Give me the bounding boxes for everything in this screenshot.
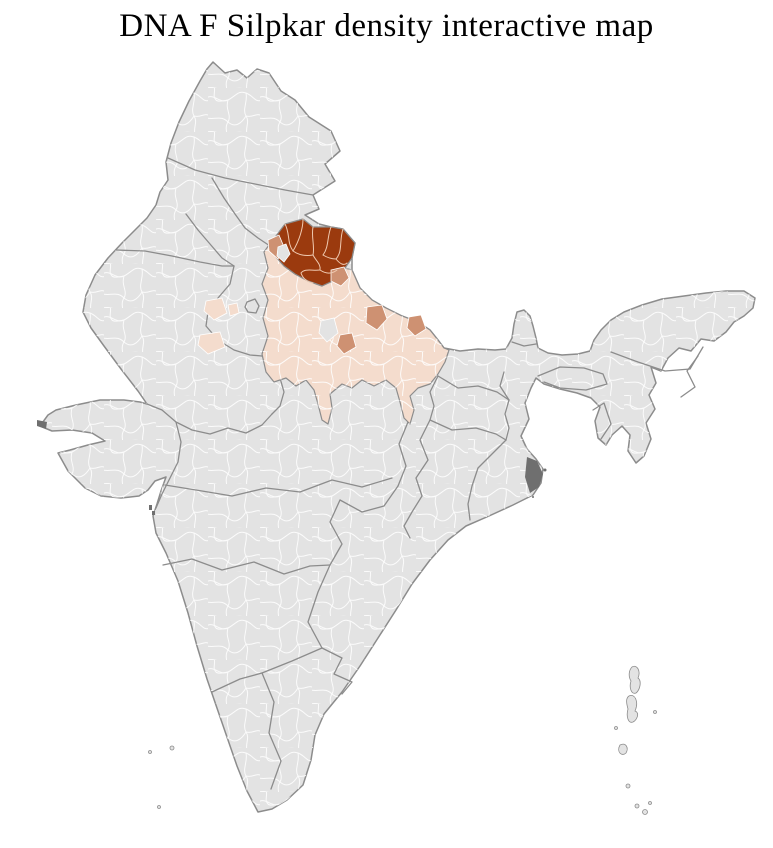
page-title: DNA F Silpkar density interactive map <box>119 8 654 44</box>
delhi-border <box>244 298 260 314</box>
gray-district-in-up[interactable] <box>318 317 339 343</box>
coastal-dense-marks <box>37 420 547 515</box>
uttarakhand-district-borders <box>284 218 348 284</box>
uttarakhand-edge-districts[interactable] <box>267 234 350 287</box>
low-density-districts-haryana[interactable] <box>197 297 240 355</box>
andaman-nicobar-islands[interactable] <box>614 665 657 815</box>
lakshadweep-islands[interactable] <box>148 745 175 809</box>
region-uttar-pradesh-mesh <box>262 238 449 424</box>
state-borders <box>115 157 704 790</box>
district-boundaries-overlay <box>40 62 755 812</box>
medium-density-districts[interactable] <box>336 304 427 355</box>
